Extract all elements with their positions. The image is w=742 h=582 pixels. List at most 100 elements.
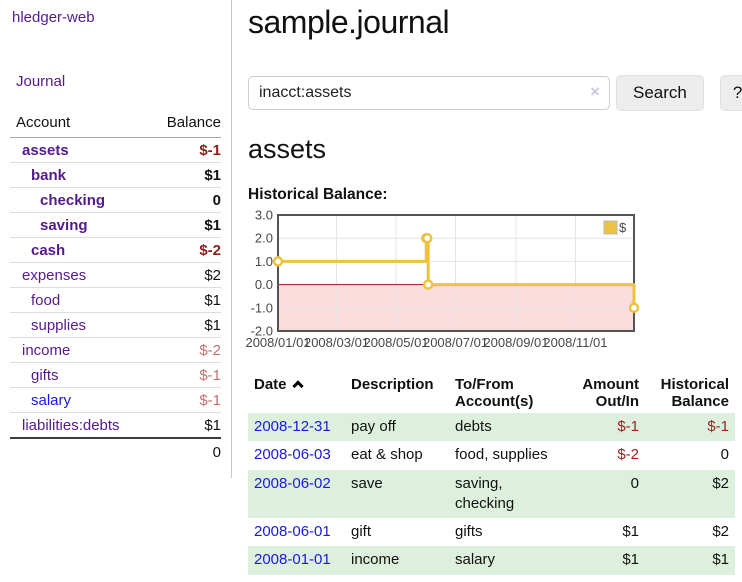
brand-link[interactable]: hledger-web bbox=[12, 9, 95, 26]
accounts-total-value: 0 bbox=[151, 437, 221, 464]
account-row: saving $1 bbox=[10, 212, 221, 238]
account-row: cash $-2 bbox=[10, 237, 221, 263]
transaction-date-link[interactable]: 2008-06-01 bbox=[254, 523, 331, 540]
register-table: Date Description To/From Account(s) Amou… bbox=[248, 374, 735, 575]
transaction-accounts: saving, checking bbox=[455, 474, 515, 512]
account-link-gifts[interactable]: gifts bbox=[31, 367, 59, 384]
svg-text:1.0: 1.0 bbox=[255, 254, 273, 269]
svg-text:2008/07/01: 2008/07/01 bbox=[423, 335, 488, 350]
account-row: food $1 bbox=[10, 287, 221, 313]
account-balance: $1 bbox=[204, 417, 221, 434]
search-form: × Search ? bbox=[248, 75, 742, 111]
svg-text:2008/11/01: 2008/11/01 bbox=[543, 335, 607, 350]
account-balance: $1 bbox=[151, 212, 221, 238]
account-balance: $-1 bbox=[151, 387, 221, 413]
account-link-food[interactable]: food bbox=[31, 292, 61, 309]
register-header-description: Description bbox=[351, 376, 434, 393]
transaction-amount: $-1 bbox=[617, 418, 639, 435]
account-link-income[interactable]: income bbox=[22, 342, 71, 359]
transaction-accounts: gifts bbox=[455, 523, 483, 540]
transaction-date-link[interactable]: 2008-12-31 bbox=[254, 418, 331, 435]
transaction-amount: $1 bbox=[622, 551, 639, 569]
transaction-accounts: debts bbox=[455, 418, 492, 435]
transaction-date-link[interactable]: 2008-06-03 bbox=[254, 446, 331, 464]
transaction-date-link[interactable]: 2008-06-02 bbox=[254, 474, 331, 492]
transaction-date-link[interactable]: 2008-01-01 bbox=[254, 551, 331, 569]
sidebar-nav: Journal bbox=[16, 73, 221, 90]
svg-text:3.0: 3.0 bbox=[255, 208, 273, 223]
svg-text:2.0: 2.0 bbox=[255, 231, 273, 246]
accounts-header-account: Account bbox=[10, 111, 152, 138]
account-balance: $-1 bbox=[151, 137, 221, 163]
transaction-description: eat & shop bbox=[351, 446, 423, 464]
register-row: 2008-06-01 gift gifts $1 $2 bbox=[248, 518, 735, 546]
svg-text:2008/03/01: 2008/03/01 bbox=[304, 335, 369, 350]
register-row: 2008-01-01 income salary $1 $1 bbox=[248, 546, 735, 575]
svg-text:2008/01/01: 2008/01/01 bbox=[245, 335, 310, 350]
account-row: expenses $2 bbox=[10, 262, 221, 288]
account-link-bank[interactable]: bank bbox=[31, 167, 67, 184]
svg-text:-1.0: -1.0 bbox=[251, 300, 273, 315]
account-row: assets $-1 bbox=[10, 137, 221, 163]
register-header-accounts: To/From Account(s) bbox=[455, 376, 534, 410]
account-link-saving[interactable]: saving bbox=[40, 217, 88, 234]
brand: hledger-web bbox=[12, 9, 221, 26]
account-link-cash[interactable]: cash bbox=[31, 242, 66, 259]
clear-search-icon[interactable]: × bbox=[590, 82, 600, 101]
sidebar: hledger-web Journal Account Balance asse… bbox=[0, 0, 232, 478]
transaction-accounts: food, supplies bbox=[455, 446, 548, 464]
account-link-checking[interactable]: checking bbox=[40, 192, 106, 209]
account-link-assets[interactable]: assets bbox=[22, 142, 69, 159]
accounts-total-row: 0 bbox=[10, 437, 221, 464]
transaction-accounts: salary bbox=[455, 551, 496, 569]
account-balance: $1 bbox=[151, 287, 221, 313]
register-header-amount: Amount Out/In bbox=[582, 376, 639, 410]
search-box: × bbox=[248, 76, 610, 110]
transaction-description: pay off bbox=[351, 418, 396, 435]
transaction-amount: $-2 bbox=[617, 446, 639, 464]
account-row: gifts $-1 bbox=[10, 362, 221, 388]
search-button[interactable]: Search bbox=[616, 75, 704, 111]
help-button[interactable]: ? bbox=[719, 75, 742, 111]
account-balance: $-2 bbox=[151, 237, 221, 263]
transaction-balance: $-1 bbox=[707, 418, 729, 435]
register-header-row: Date Description To/From Account(s) Amou… bbox=[248, 374, 735, 413]
account-link-salary[interactable]: salary bbox=[31, 392, 72, 409]
account-link-liabilities-debts[interactable]: liabilities:debts bbox=[22, 417, 120, 434]
transaction-amount: 0 bbox=[630, 474, 639, 492]
transaction-balance: $2 bbox=[712, 474, 729, 492]
transaction-balance: $2 bbox=[712, 523, 729, 540]
main-content: sample.journal × Search ? assets Histori… bbox=[232, 0, 742, 575]
search-input[interactable] bbox=[248, 76, 610, 110]
accounts-header-balance: Balance bbox=[151, 111, 221, 138]
sidebar-item-journal[interactable]: Journal bbox=[16, 73, 66, 90]
account-balance: $-2 bbox=[151, 337, 221, 363]
account-row: checking 0 bbox=[10, 187, 221, 213]
svg-text:-2.0: -2.0 bbox=[251, 324, 273, 339]
transaction-balance: 0 bbox=[720, 446, 729, 464]
transaction-balance: $1 bbox=[712, 551, 729, 569]
page-title: sample.journal bbox=[248, 4, 450, 40]
account-heading: assets bbox=[248, 134, 327, 164]
register-row: 2008-06-02 save saving, checking 0 $2 bbox=[248, 469, 735, 518]
account-link-supplies[interactable]: supplies bbox=[31, 317, 87, 334]
account-link-expenses[interactable]: expenses bbox=[22, 267, 87, 284]
accounts-table: Account Balance assets $-1 bank $1 check… bbox=[10, 111, 221, 464]
account-row: bank $1 bbox=[10, 162, 221, 188]
account-balance: $-1 bbox=[151, 362, 221, 388]
transaction-description: income bbox=[351, 551, 400, 569]
svg-text:0.0: 0.0 bbox=[255, 277, 273, 292]
historical-balance-chart: $3.0 2.0 1.0 0.0 -1.0 -2.0 2008/01/01 2008/03/0… bbox=[245, 208, 742, 353]
account-balance: $1 bbox=[151, 162, 221, 188]
account-balance: 0 bbox=[151, 187, 221, 213]
account-row: supplies $1 bbox=[10, 312, 221, 338]
account-row: liabilities:debts $1 bbox=[10, 413, 221, 439]
account-balance: $1 bbox=[151, 312, 221, 338]
account-balance: $2 bbox=[151, 262, 221, 288]
sort-ascending-icon bbox=[291, 380, 304, 392]
account-row: salary $-1 bbox=[10, 387, 221, 413]
account-row: income $-2 bbox=[10, 337, 221, 363]
svg-text:$: $ bbox=[619, 220, 627, 235]
register-row: 2008-12-31 pay off debts $-1 $-1 bbox=[248, 413, 735, 442]
